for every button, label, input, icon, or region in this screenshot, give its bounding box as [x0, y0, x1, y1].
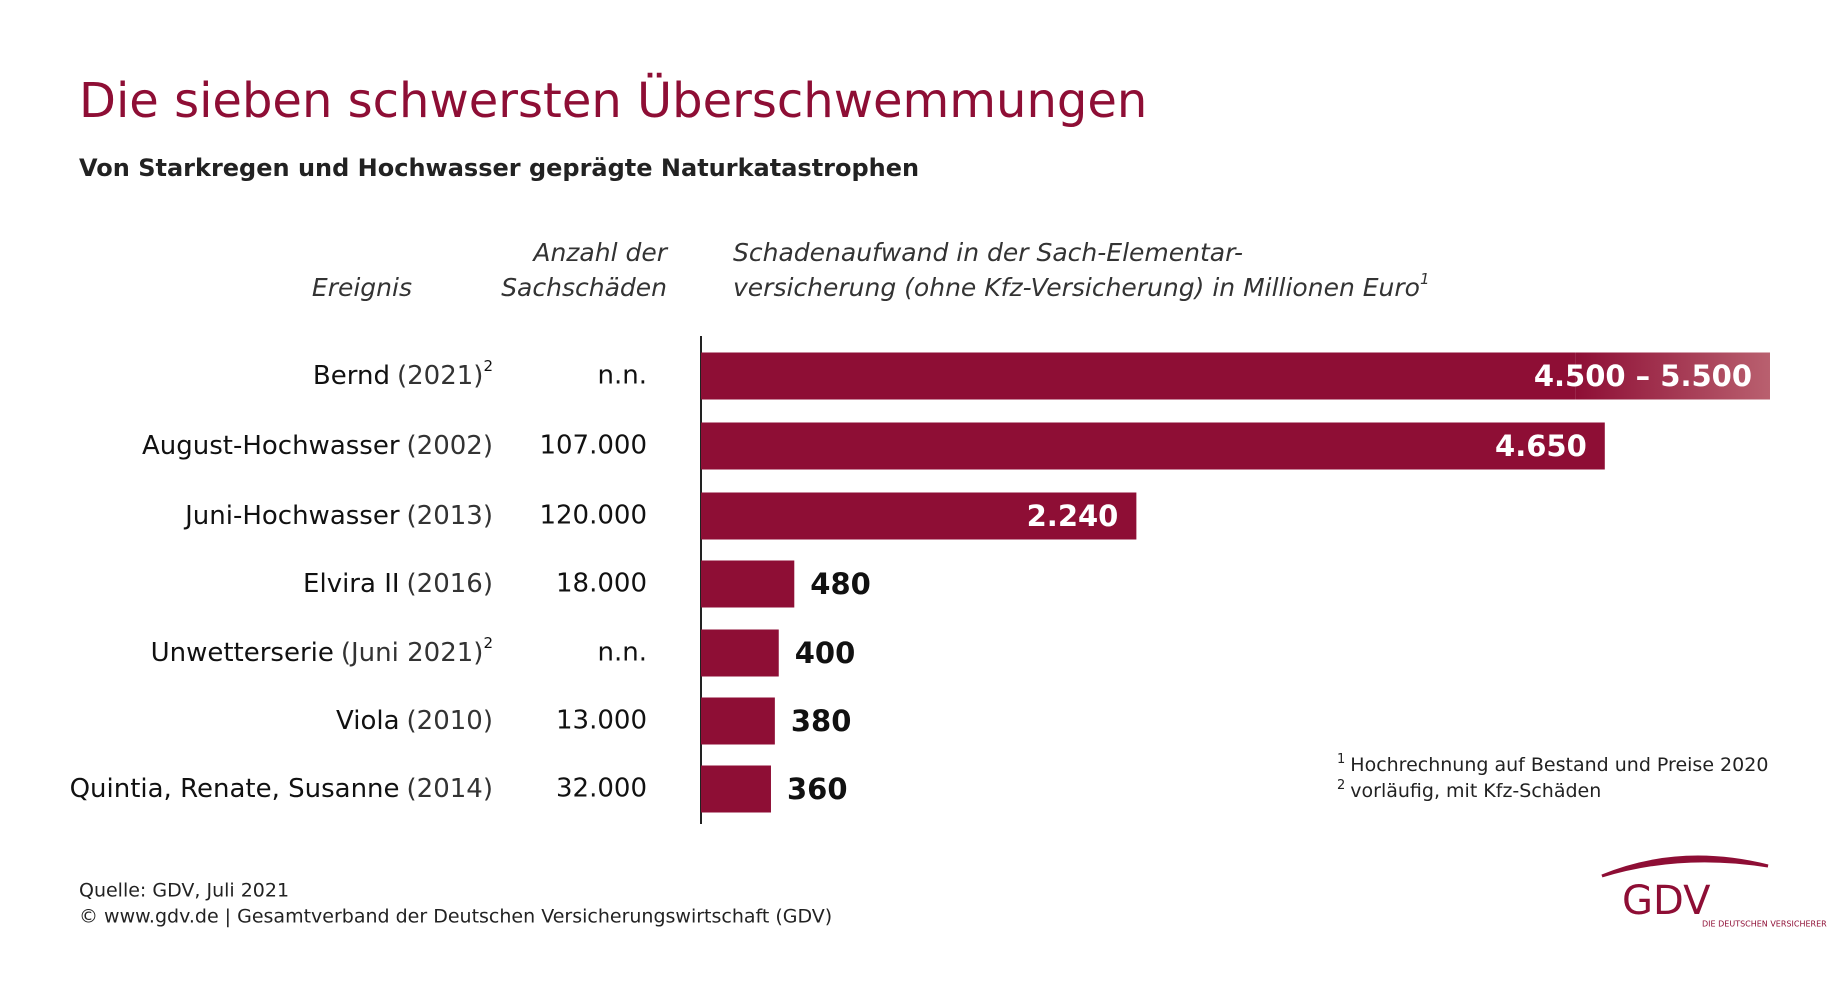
value-label: 400	[795, 636, 856, 670]
event-year: (2021)	[397, 361, 483, 391]
count-label: 32.000	[556, 774, 647, 804]
value-label: 4.650	[1495, 429, 1587, 463]
category-label: Elvira II (2016)	[303, 569, 493, 599]
footnote-mark: 1	[1337, 752, 1345, 767]
category-label: Viola (2010)	[336, 706, 493, 736]
logo-name: GDV	[1622, 878, 1711, 924]
bar	[701, 697, 775, 745]
event-year: (2016)	[407, 569, 493, 599]
category-label: Bernd (2021)2	[313, 357, 493, 391]
footnote-text: vorläufig, mit Kfz-Schäden	[1350, 780, 1601, 802]
source: © www.gdv.de | Gesamtverband der Deutsch…	[79, 906, 832, 928]
bar	[701, 560, 795, 608]
logo-tagline: DIE DEUTSCHEN VERSICHERER	[1702, 920, 1827, 929]
count-label: 120.000	[539, 501, 647, 531]
footnote: 2 vorläufig, mit Kfz-Schäden	[1337, 778, 1601, 802]
count-label: n.n.	[598, 361, 648, 391]
bar-range	[1575, 352, 1770, 400]
value-label: 2.240	[1027, 499, 1119, 533]
column-header: Ereignis	[312, 273, 412, 302]
event-name: Elvira II	[303, 569, 399, 599]
event-name: Unwetterserie	[151, 638, 334, 668]
category-label: Juni-Hochwasser (2013)	[183, 501, 493, 531]
event-name: Juni-Hochwasser	[183, 501, 400, 531]
source: Quelle: GDV, Juli 2021	[79, 880, 289, 902]
count-label: 107.000	[539, 431, 647, 461]
event-year: (2010)	[407, 706, 493, 736]
event-name: August-Hochwasser	[142, 431, 400, 461]
bar	[701, 352, 1576, 400]
chart-subtitle: Von Starkregen und Hochwasser geprägte N…	[79, 154, 919, 182]
event-year: (2002)	[407, 431, 493, 461]
event-name: Viola	[336, 706, 400, 736]
event-year: (2013)	[407, 501, 493, 531]
chart-title: Die sieben schwersten Überschwemmungen	[79, 73, 1147, 129]
category-label: Unwetterserie (Juni 2021)2	[151, 634, 493, 668]
footnote-mark: 2	[483, 357, 493, 375]
event-year: (Juni 2021)	[341, 638, 484, 668]
value-label: 360	[787, 772, 848, 806]
event-name: Bernd	[313, 361, 390, 391]
count-label: 13.000	[556, 706, 647, 736]
footnote-mark: 1	[1420, 270, 1430, 288]
category-label: August-Hochwasser (2002)	[142, 431, 493, 461]
bar	[701, 422, 1605, 470]
footnote-text: Hochrechnung auf Bestand und Preise 2020	[1350, 754, 1768, 776]
footnote-mark: 2	[1337, 778, 1345, 793]
bar	[701, 765, 771, 813]
column-header: Sachschäden	[501, 273, 667, 302]
event-year: (2014)	[407, 774, 493, 804]
category-label: Quintia, Renate, Susanne (2014)	[70, 774, 493, 804]
header-text: versicherung (ohne Kfz-Versicherung) in …	[733, 273, 1420, 302]
column-header: versicherung (ohne Kfz-Versicherung) in …	[733, 270, 1430, 303]
footnote-mark: 2	[483, 634, 493, 652]
column-header: Anzahl der	[531, 238, 668, 267]
column-header: Schadenaufwand in der Sach-Elementar-	[733, 238, 1243, 267]
logo-arc	[1601, 855, 1769, 878]
value-label: 380	[791, 704, 852, 738]
event-name: Quintia, Renate, Susanne	[70, 774, 400, 804]
value-label: 4.500 – 5.500	[1534, 359, 1752, 393]
value-label: 480	[810, 567, 871, 601]
count-label: 18.000	[556, 569, 647, 599]
bar	[701, 492, 1137, 540]
count-label: n.n.	[598, 638, 648, 668]
footnote: 1 Hochrechnung auf Bestand und Preise 202…	[1337, 752, 1768, 776]
bar	[701, 629, 779, 677]
